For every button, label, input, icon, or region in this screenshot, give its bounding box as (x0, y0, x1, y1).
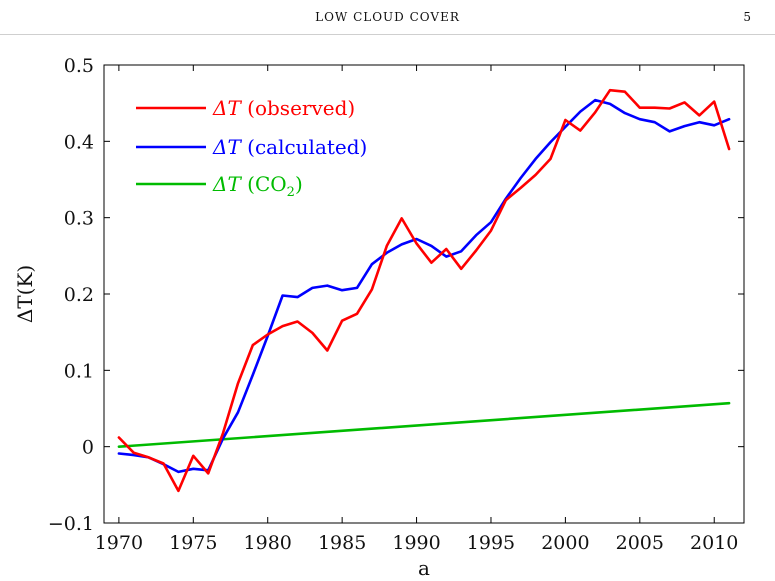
legend-label: (CO (241, 172, 287, 196)
legend-label: (observed) (241, 96, 355, 120)
y-tick-label: 0.4 (64, 131, 94, 153)
legend-close: ) (295, 172, 303, 196)
x-tick-label: 1995 (467, 532, 515, 554)
y-tick-label: 0.1 (64, 360, 94, 382)
legend-symbol: ΔT (212, 96, 242, 120)
x-tick-label: 2005 (616, 532, 664, 554)
x-tick-label: 1990 (392, 532, 440, 554)
x-tick-label: 1980 (244, 532, 292, 554)
series-line-1 (117, 98, 731, 474)
legend-entry: ΔT (calculated) (212, 135, 367, 159)
y-tick-label: 0 (82, 437, 94, 459)
legend-subscript: 2 (287, 185, 295, 200)
x-tick-label: 1975 (169, 532, 217, 554)
y-tick-label: 0.3 (64, 208, 94, 230)
y-tick-label: 0.5 (64, 55, 94, 77)
axis-ticks: 1970 1975 1980 1985 1990 1995 2000 2005 2010 −0.1… (48, 55, 744, 554)
series-layer (117, 88, 731, 493)
y-tick-label: 0.2 (64, 284, 94, 306)
x-tick-label: 2010 (690, 532, 738, 554)
x-axis-label: a (418, 556, 430, 580)
page-number: 5 (743, 10, 751, 24)
legend-symbol: ΔT (212, 172, 242, 196)
legend-entry: ΔT (CO2) (212, 172, 303, 200)
plot-frame (103, 64, 745, 524)
y-tick-label: −0.1 (48, 513, 94, 535)
x-tick-label: 2000 (541, 532, 589, 554)
legend-label: (calculated) (241, 135, 368, 159)
series-line-0 (117, 88, 731, 493)
legend-entry: ΔT (observed) (212, 96, 355, 120)
x-tick-label: 1985 (318, 532, 366, 554)
y-axis-label: ΔT(K) (13, 265, 37, 323)
running-head: LOW CLOUD COVER 5 (0, 10, 775, 30)
series-line-2 (117, 401, 731, 449)
running-title: LOW CLOUD COVER (315, 10, 460, 24)
legend-symbol: ΔT (212, 135, 242, 159)
header-rule (0, 34, 775, 35)
x-tick-label: 1970 (95, 532, 143, 554)
legend: ΔT (observed)ΔT (calculated)ΔT (CO2) (136, 96, 367, 200)
